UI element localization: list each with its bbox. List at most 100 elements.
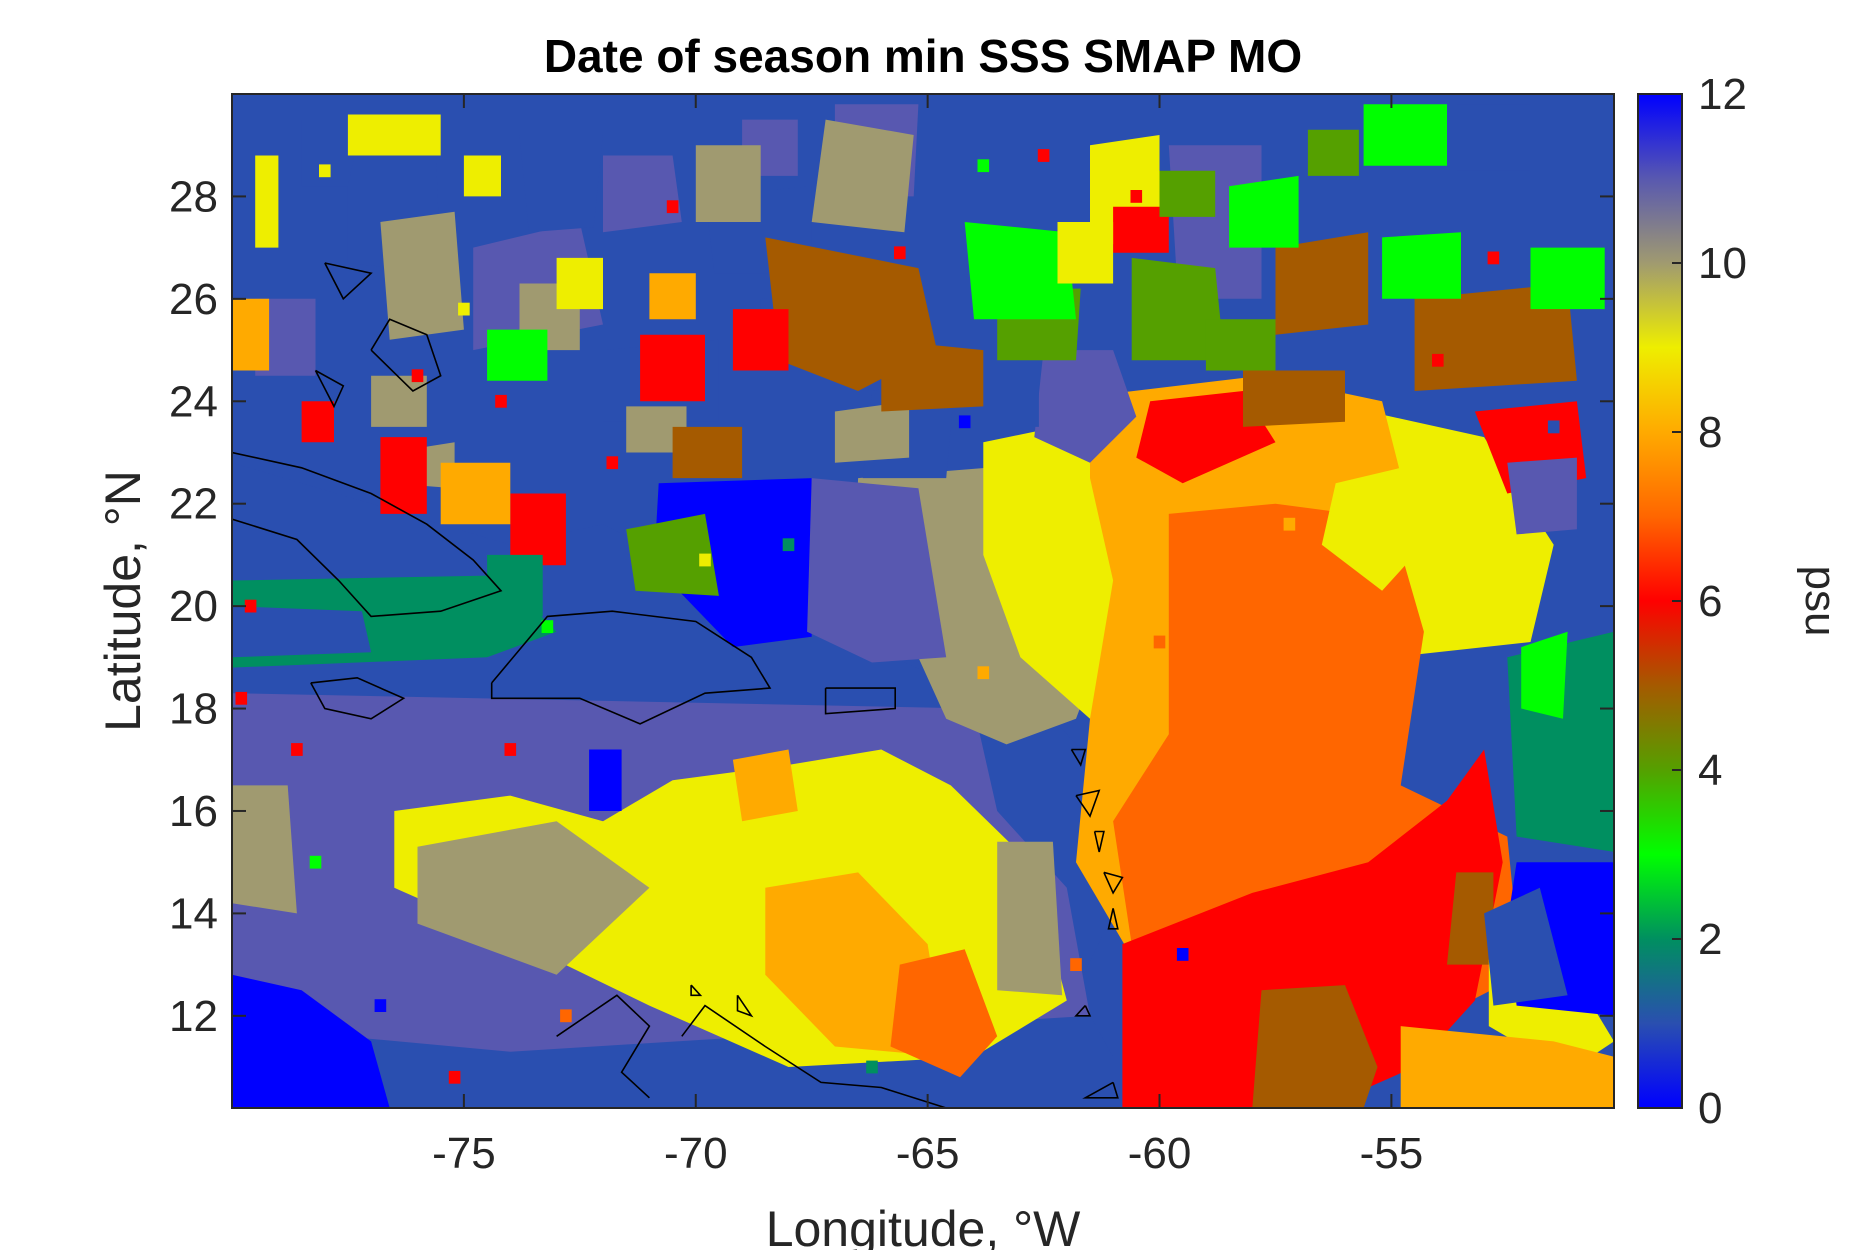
speckle-cell-10: [1070, 958, 1082, 971]
coastline-4: [556, 994, 651, 1099]
region-cell-85: [1159, 170, 1216, 217]
region-cell-83: [1057, 222, 1114, 284]
speckle-cell-17: [319, 164, 331, 178]
region-cell-25: [1507, 457, 1577, 535]
region-cell-68: [964, 222, 1076, 320]
coastline-17: [736, 994, 754, 1018]
region-cell-72: [487, 329, 548, 381]
speckle-cell-9: [977, 666, 990, 680]
speckle-cell-11: [1176, 948, 1189, 961]
y-axis: 12 14 16 18 20 22 24 26 28: [169, 172, 1614, 1041]
region-cell-57: [463, 155, 501, 197]
region-cell-4: [232, 785, 297, 914]
speckle-cell-0: [235, 691, 248, 705]
region-cell-29: [1521, 631, 1568, 719]
heatmap-speckles: [235, 149, 1560, 1084]
y-tick-label: 16: [169, 787, 218, 836]
region-cell-62: [1243, 370, 1345, 427]
x-tick-label: -55: [1360, 1129, 1424, 1178]
region-cell-43: [301, 119, 362, 187]
speckle-cell-20: [977, 159, 990, 173]
region-cell-79: [301, 401, 334, 443]
colorbar-tick-label: 4: [1698, 746, 1722, 795]
x-axis: -75 -70 -65 -60 -55: [432, 94, 1423, 1178]
region-cell-42: [992, 385, 1039, 427]
chart-title: Date of season min SSS SMAP MO: [544, 30, 1302, 82]
region-cell-18: [1136, 391, 1276, 484]
region-cell-3: [417, 821, 650, 975]
colorbar-tick-label: 12: [1698, 70, 1747, 119]
colorbar-tick-label: 6: [1698, 577, 1722, 626]
y-tick-label: 24: [169, 377, 218, 426]
heatmap-cells: [232, 104, 1614, 1108]
region-cell-77: [1113, 206, 1169, 253]
speckle-cell-7: [727, 558, 739, 572]
coastline-16: [690, 984, 703, 997]
colorbar-ticks: 0 2 4 6 8 10 12: [1672, 70, 1747, 1133]
plot-frame: [231, 93, 1615, 1109]
region-cell-53: [626, 406, 687, 453]
region-cell-86: [1307, 129, 1359, 176]
coastline-7: [324, 262, 373, 301]
region-cell-60: [1275, 232, 1369, 335]
region-cell-17: [1122, 749, 1503, 1108]
y-tick-label: 18: [169, 685, 218, 734]
speckle-cell-21: [894, 246, 906, 260]
speckle-cell-2: [309, 855, 322, 869]
region-cell-8: [997, 841, 1063, 996]
speckle-cell-29: [541, 620, 554, 633]
region-cell-54: [347, 114, 441, 156]
region-cell-73: [1363, 104, 1447, 166]
region-cell-52: [371, 375, 427, 427]
region-cell-66: [626, 513, 719, 596]
y-axis-label: Latitude, °N: [95, 470, 151, 732]
region-cell-13: [807, 478, 947, 663]
coastline-14: [1074, 1005, 1092, 1017]
y-tick-label: 20: [169, 582, 218, 631]
region-cell-38: [519, 135, 603, 233]
region-cell-70: [1382, 232, 1461, 299]
speckle-cell-18: [1037, 149, 1050, 162]
speckle-cell-22: [1432, 353, 1444, 367]
coastline-3: [824, 687, 897, 715]
region-cell-24: [1321, 467, 1429, 591]
y-tick-label: 22: [169, 480, 218, 529]
region-cell-46: [380, 211, 464, 340]
region-cell-7: [732, 749, 798, 822]
region-cell-63: [672, 426, 743, 479]
region-cell-81: [232, 298, 270, 371]
speckle-cell-5: [560, 1009, 572, 1023]
region-cell-74: [640, 334, 705, 402]
speckle-cell-16: [411, 369, 424, 383]
x-tick-label: -70: [664, 1129, 728, 1178]
region-cell-82: [649, 273, 696, 320]
region-cell-56: [255, 155, 279, 248]
region-cell-9: [232, 974, 390, 1108]
speckle-cell-25: [1283, 517, 1296, 531]
region-cell-76: [510, 493, 566, 566]
region-cell-84: [556, 257, 603, 310]
region-cell-10: [589, 749, 622, 811]
speckle-cell-13: [958, 415, 971, 429]
colorbar: 0 2 4 6 8 10 12 psu: [1637, 70, 1845, 1133]
x-tick-label: -65: [896, 1129, 960, 1178]
region-cell-36: [255, 298, 316, 376]
y-tick-label: 14: [169, 889, 218, 938]
coastline-5: [681, 1004, 947, 1108]
speckle-cell-28: [782, 538, 795, 552]
speckle-cell-15: [495, 394, 507, 408]
speckle-cell-31: [666, 200, 679, 214]
region-cell-64: [1131, 257, 1225, 361]
speckle-cell-4: [448, 1070, 461, 1084]
colorbar-tick-label: 8: [1698, 408, 1722, 457]
y-tick-label: 12: [169, 992, 218, 1041]
x-tick-label: -60: [1128, 1129, 1192, 1178]
region-cell-61: [1414, 283, 1577, 391]
speckle-cell-14: [606, 456, 619, 470]
y-tick-label: 26: [169, 275, 218, 324]
region-cell-48: [811, 119, 914, 233]
colorbar-tick-label: 2: [1698, 915, 1722, 964]
region-cell-21: [1447, 872, 1494, 965]
region-cell-30: [1034, 350, 1137, 463]
region-cell-88: [232, 606, 372, 658]
